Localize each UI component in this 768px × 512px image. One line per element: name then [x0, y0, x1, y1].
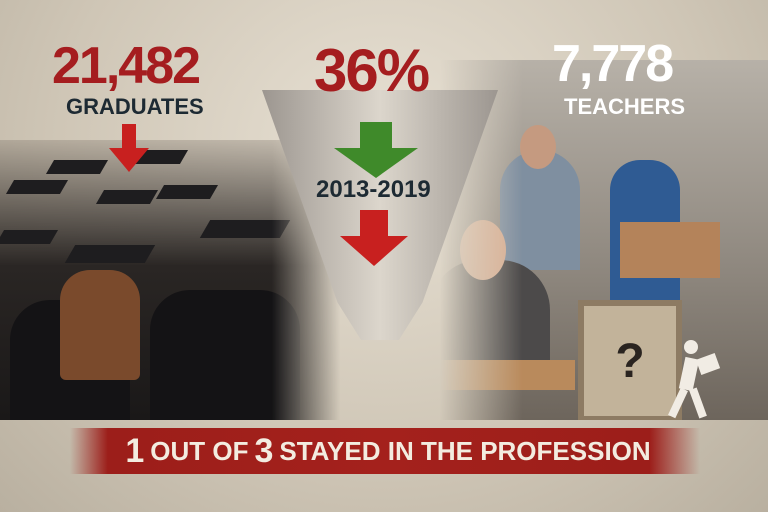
percent-value: 36%: [314, 37, 430, 104]
banner-number-three: 3: [254, 431, 274, 470]
banner-number-one: 1: [125, 431, 145, 470]
period-label: 2013-2019: [316, 176, 431, 203]
graduates-number: 21,482: [52, 37, 201, 95]
teachers-scene-illustration: ?: [385, 60, 768, 422]
retention-banner: 1 OUT OF 3 STAYED IN THE PROFESSION: [70, 428, 700, 474]
graduates-crowd-illustration: [0, 140, 340, 430]
banner-rest: STAYED IN THE PROFESSION: [279, 435, 651, 466]
banner-out-of: OUT OF: [150, 435, 249, 466]
red-down-arrow-icon: [340, 210, 408, 266]
red-down-arrow-icon: [109, 124, 149, 172]
person-leaving-icon: [668, 340, 721, 420]
graduates-label: GRADUATES: [66, 94, 204, 119]
door-question-mark: ?: [578, 300, 682, 422]
teachers-number: 7,778: [552, 35, 674, 93]
green-down-arrow-icon: [334, 122, 418, 178]
teachers-label: TEACHERS: [564, 94, 686, 119]
